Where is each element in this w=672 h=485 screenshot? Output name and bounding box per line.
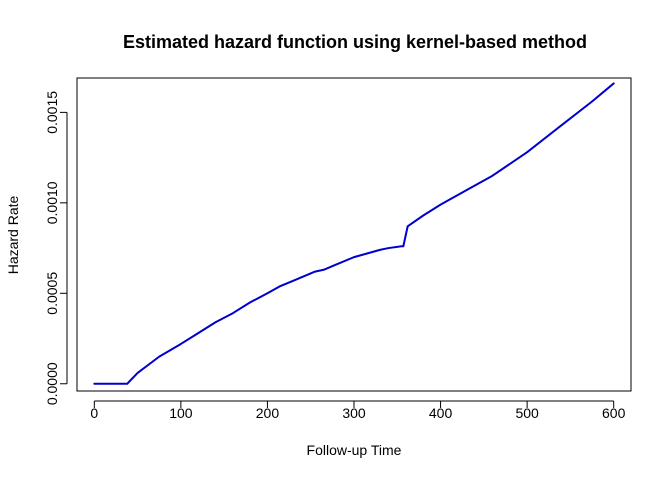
x-axis-label: Follow-up Time	[307, 442, 402, 458]
y-tick-label: 0.0010	[44, 181, 60, 224]
y-tick-label: 0.0015	[44, 91, 60, 134]
y-tick-label: 0.0005	[44, 272, 60, 315]
x-axis: 0 100 200 300 400 500 600	[90, 400, 626, 421]
x-tick-label: 100	[169, 405, 193, 421]
x-tick-label: 200	[256, 405, 280, 421]
y-axis: 0.0000 0.0005 0.0010 0.0015	[44, 91, 68, 405]
plot-box	[76, 77, 632, 392]
x-tick-label: 500	[515, 405, 539, 421]
y-tick-label: 0.0000	[44, 362, 60, 405]
x-tick-label: 400	[429, 405, 453, 421]
y-axis-label: Hazard Rate	[5, 195, 21, 274]
x-tick-label: 300	[342, 405, 366, 421]
x-tick-label: 600	[602, 405, 626, 421]
chart-title: Estimated hazard function using kernel-b…	[123, 32, 587, 52]
x-tick-label: 0	[90, 405, 98, 421]
hazard-series-line	[93, 82, 615, 385]
